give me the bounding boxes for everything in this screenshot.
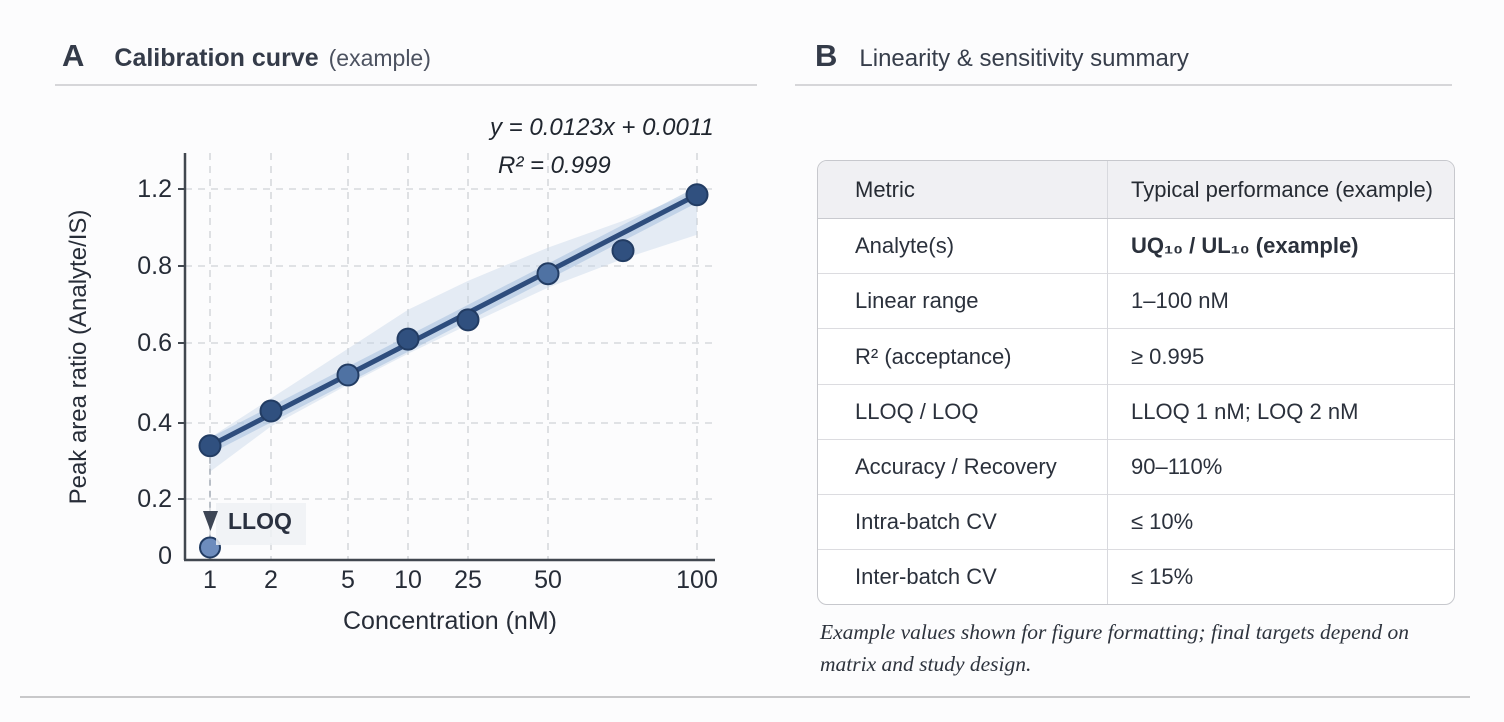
panel-a-divider <box>55 84 757 86</box>
table-row: Analyte(s) UQ₁₀ / UL₁₀ (example) <box>818 218 1454 274</box>
table-cell: UQ₁₀ / UL₁₀ (example) <box>1107 218 1454 274</box>
table-cell: Accuracy / Recovery <box>818 438 1108 495</box>
table-cell: Analyte(s) <box>855 233 955 259</box>
panel-b-letter: B <box>815 38 838 73</box>
fit-r-squared: R² = 0.999 <box>498 152 611 179</box>
table-cell: LLOQ 1 nM; LOQ 2 nM <box>1107 383 1454 440</box>
y-tick-label: 0.4 <box>137 409 172 437</box>
x-axis-title: Concentration (nM) <box>343 607 557 635</box>
table-row: Intra-batch CV ≤ 10% <box>818 494 1454 550</box>
summary-table-container: Metric Typical performance (example) Anal… <box>817 160 1455 605</box>
table-cell: 90–110% <box>1107 438 1454 495</box>
table-cell: Linear range <box>818 273 1108 329</box>
x-tick-label: 25 <box>454 566 482 594</box>
table-cell: R² (acceptance) <box>818 328 1108 385</box>
y-tick-label: 0 <box>158 542 172 570</box>
table-cell: Intra-batch CV <box>818 494 1108 550</box>
x-tick-label: 100 <box>676 566 718 594</box>
table-footnote: Example values shown for figure formatti… <box>820 620 1410 677</box>
regression-line <box>201 189 706 452</box>
panel-a-title-suffix: (example) <box>328 45 431 71</box>
fit-equation: y = 0.0123x + 0.0011 <box>488 114 714 141</box>
chart-annotations: LLOQ y = 0.0123x + 0.0011 R² = 0.999 Con… <box>65 114 714 635</box>
data-point <box>685 183 709 207</box>
bottom-divider <box>20 696 1470 698</box>
x-tick-label: 1 <box>203 566 217 594</box>
table-row: Linear range 1–100 nM <box>818 273 1454 329</box>
panel-a-letter: A <box>62 38 85 73</box>
table-row: Inter-batch CV ≤ 15% <box>818 549 1454 604</box>
data-point <box>536 262 560 286</box>
x-tick-label: 5 <box>341 566 355 594</box>
panel-b-divider <box>795 84 1452 86</box>
x-tick-label: 50 <box>534 566 562 594</box>
table-cell: LLOQ / LOQ <box>818 383 1108 440</box>
y-tick-label: 1.2 <box>137 175 172 203</box>
table-row: Accuracy / Recovery 90–110% <box>818 438 1454 495</box>
y-tick-label: 0.6 <box>137 329 172 357</box>
table-head: Metric Typical performance (example) <box>818 161 1454 219</box>
data-point <box>456 308 480 332</box>
table-cell: ≥ 0.995 <box>1107 328 1454 385</box>
lloq-label-highlight <box>216 503 306 545</box>
data-point <box>396 327 420 351</box>
column-header: Metric <box>818 161 1108 219</box>
panel-b-title: Linearity & sensitivity summary <box>859 45 1189 72</box>
table-cell: Inter-batch CV <box>818 549 1108 604</box>
column-header: Typical performance (example) <box>1107 161 1454 219</box>
data-point <box>259 399 283 423</box>
y-axis-title: Peak area ratio (Analyte/IS) <box>65 210 92 505</box>
panel-b-header: B Linearity & sensitivity summary <box>815 38 1189 74</box>
y-tick-label: 0.8 <box>137 252 172 280</box>
x-tick-label: 2 <box>264 566 278 594</box>
table-row: LLOQ / LOQ LLOQ 1 nM; LOQ 2 nM <box>818 383 1454 440</box>
table-cell: ≤ 10% <box>1107 494 1454 550</box>
y-tick-label: 0.2 <box>137 485 172 513</box>
table-body: Analyte(s) UQ₁₀ / UL₁₀ (example) Linear ra… <box>818 218 1454 604</box>
panel-a-title: Calibration curve <box>114 44 319 72</box>
summary-table: Metric Typical performance (example) Anal… <box>818 161 1454 604</box>
table-cell: ≤ 15% <box>1107 549 1454 604</box>
x-tick-label: 10 <box>394 566 422 594</box>
data-point <box>611 239 635 263</box>
table-cell: 1–100 nM <box>1107 273 1454 329</box>
table-row: R² (acceptance) ≥ 0.995 <box>818 328 1454 385</box>
lloq-triangle-icon <box>203 511 218 531</box>
lloq-point <box>199 536 221 559</box>
lloq-label: LLOQ <box>228 508 292 534</box>
data-point <box>198 434 222 458</box>
panel-a-header: A Calibration curve (example) <box>62 38 431 74</box>
table-header-row: Metric Typical performance (example) <box>818 161 1454 219</box>
data-point <box>336 363 360 387</box>
